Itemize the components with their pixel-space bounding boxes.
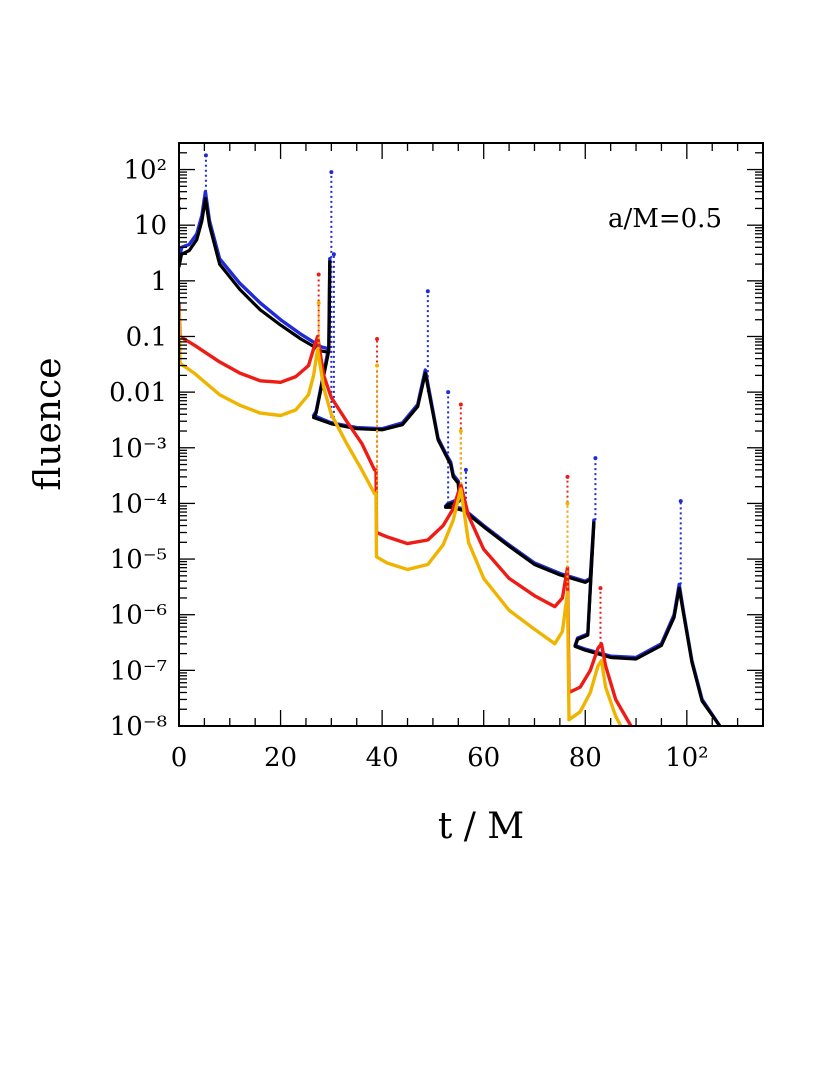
y-tick-label: 10⁻³: [110, 434, 167, 464]
series-line-2: [179, 197, 722, 726]
x-axis-title: t / M: [438, 806, 524, 847]
y-tick-label: 10⁻⁴: [110, 489, 167, 519]
series-line-3: [179, 301, 633, 726]
y-tick-label: 10: [134, 211, 167, 241]
series-spike-peak: [565, 474, 570, 479]
series-spike-peak: [425, 289, 430, 294]
x-tick-label: 10²: [665, 743, 709, 773]
y-tick-label: 0.01: [109, 378, 167, 408]
series-spike-peak: [375, 363, 380, 368]
annotation-label: a/M=0.5: [608, 204, 722, 234]
series-layer: [179, 153, 722, 726]
x-tick-label: 20: [264, 743, 297, 773]
series-spike-peak: [565, 501, 570, 506]
ticks-layer: [178, 142, 764, 727]
series-spike-peak: [678, 499, 683, 504]
series-spike-peak: [316, 272, 321, 277]
series-spike-peak: [316, 300, 321, 305]
series-line-4: [179, 308, 623, 726]
tick-labels: 0 20 40 60 80 10² 10² 10 1 0.1 0.01 10⁻³ 10⁻⁴ 10⁻⁵ 10⁻…: [109, 156, 708, 773]
series-spike-peak: [329, 170, 334, 175]
x-tick-label: 0: [171, 743, 188, 773]
y-tick-label: 10⁻⁵: [110, 545, 167, 575]
y-axis-title: fluence: [28, 357, 69, 490]
y-tick-label: 10⁻⁸: [110, 712, 167, 742]
series-spike-peak: [375, 337, 380, 342]
series-spike-peak: [593, 456, 598, 461]
y-tick-label: 10²: [123, 156, 167, 186]
series-spike-peak: [446, 390, 451, 395]
series-spike-peak: [458, 429, 463, 434]
series-spike-peak: [203, 153, 208, 158]
x-tick-label: 40: [366, 743, 399, 773]
x-tick-label: 80: [569, 743, 602, 773]
x-tick-label: 60: [467, 743, 500, 773]
series-spike-peak: [331, 252, 336, 257]
series-spike-peak: [598, 586, 603, 591]
series-spike-peak: [463, 467, 468, 472]
y-tick-label: 10⁻⁶: [110, 601, 167, 631]
y-tick-label: 10⁻⁷: [110, 656, 167, 686]
series-spike-peak: [458, 402, 463, 407]
y-tick-label: 1: [150, 267, 167, 297]
plot-frame: [178, 142, 764, 727]
y-tick-label: 0.1: [126, 322, 167, 352]
